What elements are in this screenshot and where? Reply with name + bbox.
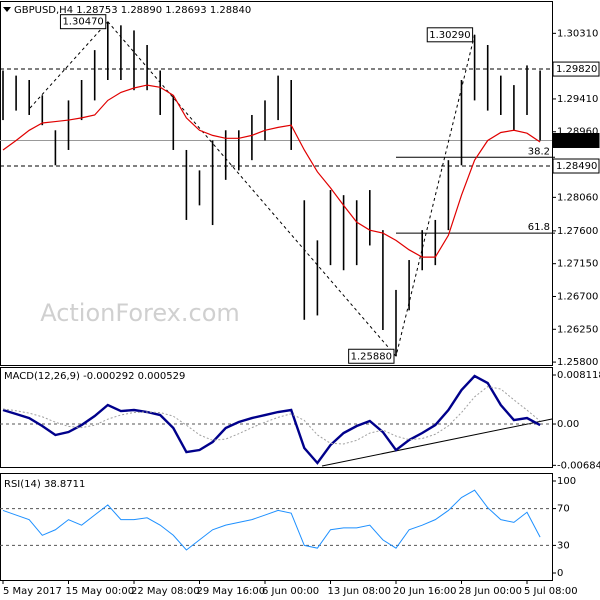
- x-tick-label: 13 Jun 08:00: [328, 586, 392, 597]
- y-tick-label: 1.27150: [557, 259, 598, 270]
- x-tick-label: 5 Jul 08:00: [524, 586, 578, 597]
- y-tick-label: 1.26250: [557, 324, 598, 335]
- y-tick-label: 30: [557, 540, 570, 551]
- swing-label: 1.25880: [351, 351, 392, 362]
- price-level-box: [552, 61, 600, 77]
- x-tick-label: 5 May 2017: [3, 586, 62, 597]
- signal-line: [2, 386, 541, 445]
- y-tick-label: 0.00: [557, 419, 579, 430]
- macd-frame: [0, 367, 553, 468]
- y-tick-label: 0.008118: [557, 370, 600, 381]
- trendline: [107, 21, 397, 357]
- swing-box: [348, 348, 395, 364]
- price-level-box: [552, 132, 600, 148]
- x-tick-label: 29 May 16:00: [197, 586, 266, 597]
- y-tick-label: 1.28060: [557, 192, 598, 203]
- macd-trendline: [321, 418, 553, 467]
- price-level-label: 1.28840: [556, 135, 597, 146]
- price-level-label: 1.29820: [556, 64, 597, 75]
- rsi-frame: [0, 473, 553, 581]
- x-tick-label: 22 May 08:00: [131, 586, 200, 597]
- swing-box: [426, 27, 474, 43]
- fib-label: 61.8: [528, 222, 550, 233]
- y-tick-label: -0.006844: [557, 460, 600, 471]
- watermark: ActionForex.com: [40, 299, 240, 327]
- moving-average: [2, 84, 541, 258]
- fib-label: 38.2: [528, 146, 550, 157]
- x-tick-label: 6 Jun 00:00: [262, 586, 319, 597]
- panel-title: MACD(12,26,9) -0.000292 0.000529: [4, 371, 185, 382]
- y-tick-label: 1.27600: [557, 226, 598, 237]
- panel-title: RSI(14) 38.8711: [4, 479, 85, 490]
- price-level-box: [552, 158, 600, 174]
- x-tick-label: 15 May 00:00: [66, 586, 135, 597]
- trendline: [29, 21, 109, 109]
- swing-box: [59, 14, 107, 30]
- panel-title: GBPUSD,H4 1.28753 1.28890 1.28693 1.2884…: [14, 5, 251, 16]
- x-tick-label: 28 Jun 00:00: [459, 586, 523, 597]
- price-frame: [0, 1, 553, 366]
- rsi-line: [2, 489, 541, 551]
- swing-label: 1.30470: [62, 17, 103, 28]
- symbol-icon: [3, 7, 11, 12]
- y-tick-label: 1.26700: [557, 291, 598, 302]
- y-tick-label: 1.30310: [557, 28, 598, 39]
- price-level-label: 1.28490: [556, 161, 597, 172]
- swing-label: 1.30290: [429, 30, 470, 41]
- x-tick-label: 20 Jun 16:00: [393, 586, 457, 597]
- y-tick-label: 100: [557, 476, 576, 487]
- y-tick-label: 1.25800: [557, 357, 598, 368]
- macd-line: [2, 374, 541, 465]
- y-tick-label: 70: [557, 504, 570, 515]
- y-tick-label: 1.28960: [557, 127, 598, 138]
- y-tick-label: 1.29410: [557, 94, 598, 105]
- y-tick-label: 0: [557, 568, 563, 579]
